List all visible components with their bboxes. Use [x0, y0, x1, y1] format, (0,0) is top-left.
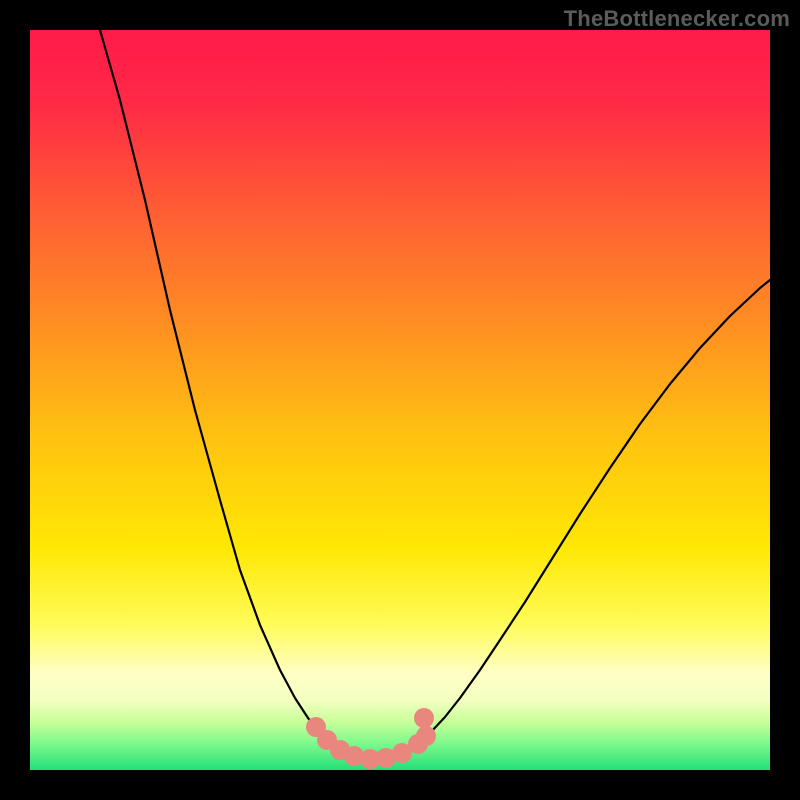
bottleneck-curve	[100, 30, 770, 759]
marker-dot	[416, 726, 436, 746]
marker-group	[306, 708, 436, 769]
watermark-text: TheBottlenecker.com	[564, 6, 790, 32]
plot-area	[30, 30, 770, 770]
marker-dot	[414, 708, 434, 728]
chart-svg	[30, 30, 770, 770]
canvas: TheBottlenecker.com	[0, 0, 800, 800]
